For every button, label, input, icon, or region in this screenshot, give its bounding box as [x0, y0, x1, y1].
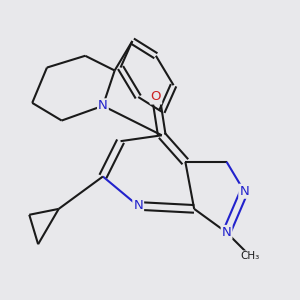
- Text: N: N: [133, 200, 143, 212]
- Text: O: O: [151, 91, 161, 103]
- Text: N: N: [98, 99, 108, 112]
- Text: N: N: [239, 185, 249, 198]
- Text: N: N: [222, 226, 231, 239]
- Text: CH₃: CH₃: [241, 251, 260, 261]
